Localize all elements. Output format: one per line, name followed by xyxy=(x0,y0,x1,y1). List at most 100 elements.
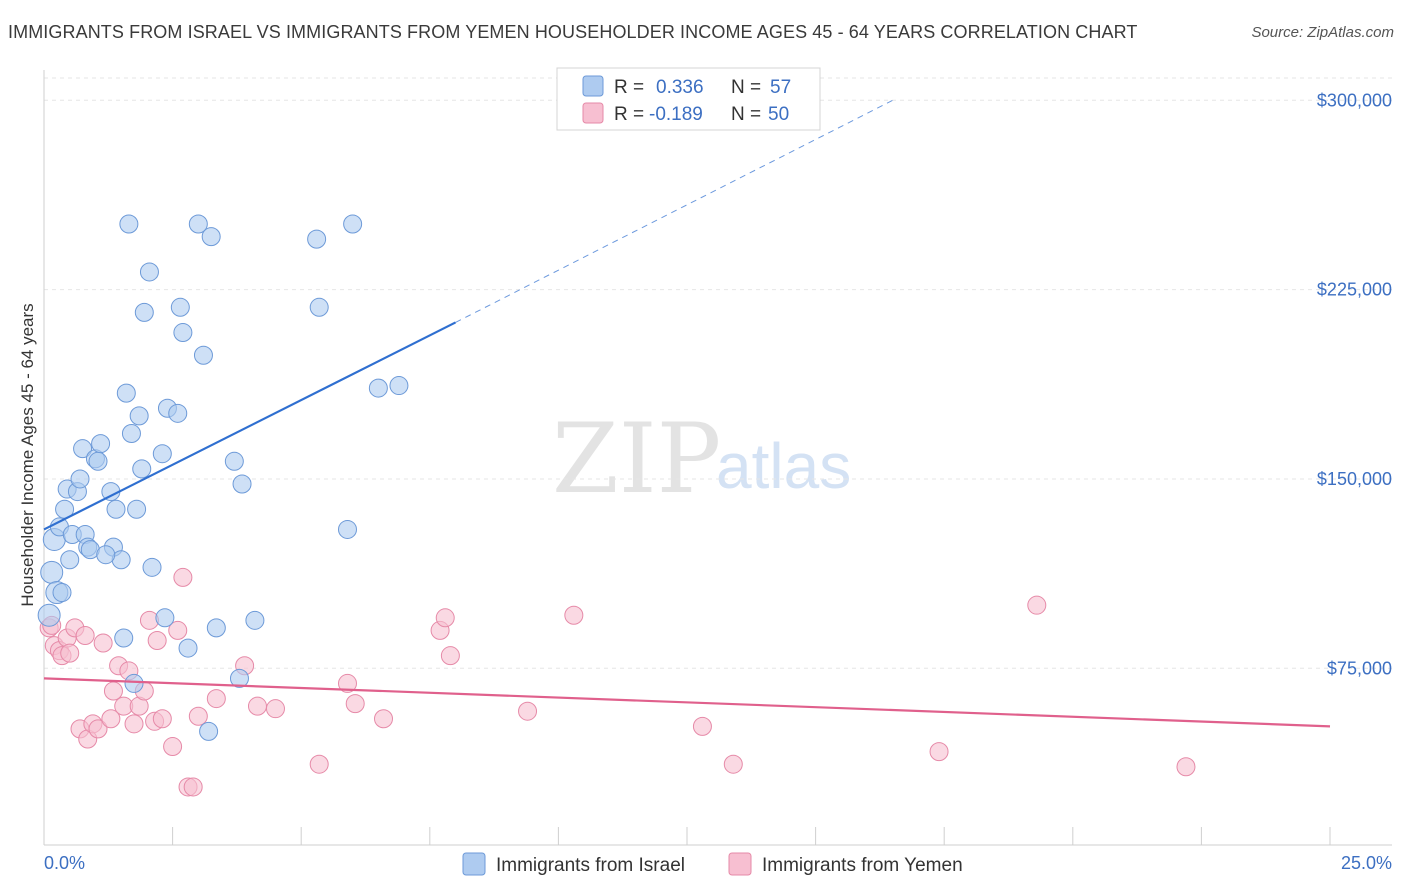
data-point-yemen xyxy=(345,694,365,714)
data-point-israel xyxy=(96,545,116,565)
series-yemen-points xyxy=(39,567,1196,797)
series-israel-points xyxy=(37,214,409,741)
legend-yemen-n-label: N = xyxy=(731,104,761,125)
x-tick-label-min: 0.0% xyxy=(44,853,85,873)
data-point-israel xyxy=(224,451,244,471)
data-point-yemen xyxy=(692,716,712,736)
axes xyxy=(43,70,1392,846)
data-point-yemen xyxy=(929,742,949,762)
data-point-yemen xyxy=(124,714,144,734)
watermark-zip: ZIP xyxy=(552,403,721,515)
data-point-israel xyxy=(88,451,108,471)
bottom-legend-swatch-israel xyxy=(462,852,486,876)
data-point-israel xyxy=(114,628,134,648)
data-point-yemen xyxy=(101,709,121,729)
data-point-israel xyxy=(124,673,144,693)
data-point-yemen xyxy=(309,754,329,774)
data-point-yemen xyxy=(723,754,743,774)
data-point-yemen xyxy=(103,681,123,701)
legend-israel-n-value: 57 xyxy=(770,77,791,98)
data-point-yemen xyxy=(173,567,193,587)
data-point-yemen xyxy=(1027,595,1047,615)
data-point-israel xyxy=(60,550,80,570)
data-point-yemen xyxy=(60,643,80,663)
data-point-israel xyxy=(245,610,265,630)
trend-line-israel-extension xyxy=(455,99,893,323)
data-point-israel xyxy=(229,668,249,688)
data-point-israel xyxy=(129,406,149,426)
data-point-yemen xyxy=(518,701,538,721)
data-point-israel xyxy=(170,297,190,317)
data-point-yemen xyxy=(93,633,113,653)
source-label: Source: ZipAtlas.com xyxy=(1251,24,1394,41)
data-point-israel xyxy=(121,424,141,444)
legend-yemen-r-value: -0.189 xyxy=(649,104,703,125)
data-point-israel xyxy=(309,297,329,317)
y-axis-label: Householder Income Ages 45 - 64 years xyxy=(18,303,37,606)
data-point-israel xyxy=(343,214,363,234)
data-point-yemen xyxy=(435,608,455,628)
data-point-yemen xyxy=(152,709,172,729)
data-point-israel xyxy=(232,474,252,494)
data-point-yemen xyxy=(265,699,285,719)
x-ticks xyxy=(43,827,1331,845)
legend-yemen-r-label: R = xyxy=(614,104,644,125)
data-point-israel xyxy=(40,560,64,584)
data-point-israel xyxy=(134,302,154,322)
data-point-israel xyxy=(199,721,219,741)
data-point-israel xyxy=(206,618,226,638)
legend-israel-n-label: N = xyxy=(731,77,761,98)
data-point-israel xyxy=(168,403,188,423)
data-point-israel xyxy=(91,434,111,454)
bottom-legend-swatch-yemen xyxy=(728,852,752,876)
legend-yemen-n-value: 50 xyxy=(768,104,789,125)
y-tick-label: $225,000 xyxy=(1317,280,1392,300)
y-tick-label: $150,000 xyxy=(1317,469,1392,489)
data-point-israel xyxy=(173,323,193,343)
data-point-yemen xyxy=(163,737,183,757)
data-point-yemen xyxy=(75,625,95,645)
data-point-israel xyxy=(201,227,221,247)
data-point-yemen xyxy=(1176,757,1196,777)
trend-line-yemen xyxy=(43,677,1331,728)
y-tick-label: $75,000 xyxy=(1327,658,1392,678)
data-point-israel xyxy=(142,557,162,577)
y-tick-labels: $75,000 $150,000 $225,000 $300,000 xyxy=(1317,90,1392,678)
series-legend: Immigrants from Israel Immigrants from Y… xyxy=(462,852,963,876)
data-point-israel xyxy=(389,376,409,396)
data-point-israel xyxy=(155,608,175,628)
data-point-israel xyxy=(119,214,139,234)
data-point-yemen xyxy=(337,673,357,693)
data-point-israel xyxy=(52,583,72,603)
bottom-legend-label-yemen: Immigrants from Yemen xyxy=(762,855,963,876)
trend-line-israel xyxy=(43,321,457,531)
data-point-yemen xyxy=(206,689,226,709)
data-point-israel xyxy=(152,444,172,464)
data-point-israel xyxy=(139,262,159,282)
chart-title: IMMIGRANTS FROM ISRAEL VS IMMIGRANTS FRO… xyxy=(8,22,1138,42)
data-point-yemen xyxy=(440,646,460,666)
data-point-yemen xyxy=(374,709,394,729)
legend-israel-r-label: R = xyxy=(614,77,644,98)
x-tick-label-max: 25.0% xyxy=(1341,853,1392,873)
data-point-yemen xyxy=(147,631,167,651)
legend-swatch-israel xyxy=(582,75,604,97)
data-point-israel xyxy=(70,469,90,489)
data-point-yemen xyxy=(247,696,267,716)
correlation-legend: R = 0.336 N = 57 R = -0.189 N = 50 xyxy=(556,67,821,131)
y-tick-label: $300,000 xyxy=(1317,90,1392,110)
data-point-yemen xyxy=(183,777,203,797)
data-point-israel xyxy=(307,229,327,249)
data-point-israel xyxy=(116,383,136,403)
data-point-israel xyxy=(178,638,198,658)
data-point-yemen xyxy=(168,620,188,640)
legend-israel-r-value: 0.336 xyxy=(656,77,704,98)
data-point-israel xyxy=(193,345,213,365)
legend-swatch-yemen xyxy=(582,102,604,124)
data-point-israel xyxy=(73,439,93,459)
data-point-israel xyxy=(37,603,61,627)
data-point-yemen xyxy=(564,605,584,625)
data-point-israel xyxy=(132,459,152,479)
data-point-israel xyxy=(368,378,388,398)
